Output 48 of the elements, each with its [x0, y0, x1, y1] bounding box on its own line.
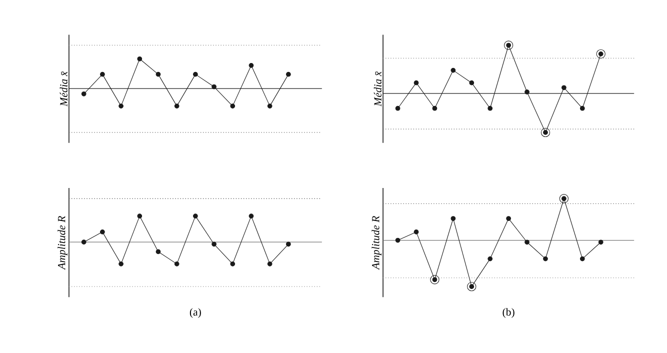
point — [248, 63, 254, 68]
point — [193, 214, 198, 219]
point — [193, 72, 198, 77]
point — [212, 242, 216, 247]
y-axis-title: Média x̄ — [374, 72, 382, 107]
point — [562, 85, 566, 90]
point — [598, 240, 604, 245]
point — [395, 106, 400, 111]
point — [450, 68, 456, 73]
point — [524, 240, 530, 245]
point — [118, 262, 124, 267]
y-axis-title: Média x̄ — [60, 72, 68, 107]
point — [267, 262, 272, 267]
point — [432, 106, 438, 111]
y-axis-title: Amplitude R — [372, 216, 382, 270]
point — [230, 104, 236, 109]
point — [174, 104, 180, 109]
point — [230, 262, 236, 267]
point — [580, 256, 585, 262]
point — [248, 214, 254, 219]
point — [267, 104, 272, 109]
point — [118, 104, 124, 109]
point — [506, 216, 511, 222]
point — [414, 230, 419, 235]
point — [81, 92, 86, 97]
point — [488, 256, 493, 262]
point — [212, 84, 216, 90]
point — [156, 72, 161, 77]
point — [137, 56, 142, 62]
point — [414, 80, 419, 86]
point — [286, 242, 291, 247]
x-axis-title: (a) — [190, 308, 201, 318]
point — [81, 240, 86, 245]
point — [524, 90, 530, 95]
point — [395, 238, 400, 243]
point — [469, 80, 474, 86]
point — [488, 106, 493, 111]
point — [100, 72, 105, 77]
point — [174, 262, 180, 267]
point — [286, 72, 291, 77]
y-axis-title: Amplitude R — [58, 216, 68, 270]
point — [137, 214, 142, 219]
point — [156, 249, 161, 254]
point — [450, 216, 456, 222]
point — [580, 106, 585, 111]
point — [100, 230, 105, 235]
point — [543, 256, 548, 262]
x-axis-title: (b) — [502, 308, 514, 318]
